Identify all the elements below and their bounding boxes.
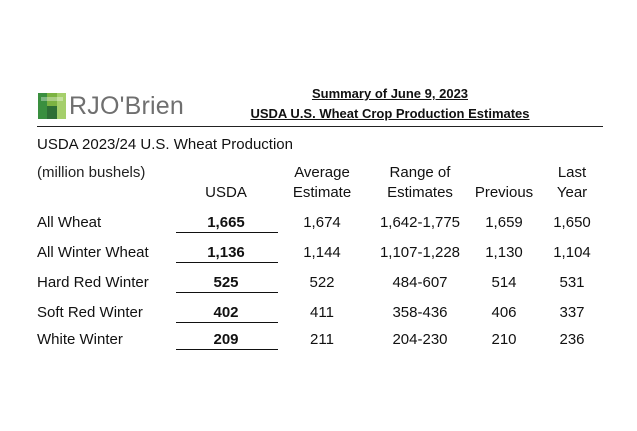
summary-date: Summary of June 9, 2023 (311, 86, 469, 101)
range-value: 358-436 (392, 304, 448, 321)
usda-value: 209 (213, 331, 239, 348)
last-year-value: 337 (559, 304, 585, 321)
usda-underline (176, 322, 278, 323)
range-value: 204-230 (392, 331, 448, 348)
previous-value: 514 (491, 274, 517, 291)
header-last-line1: Last (557, 164, 587, 181)
unit-label: (million bushels) (37, 164, 146, 181)
header-previous: Previous (474, 184, 534, 201)
logo-text: RJO'Brien (69, 92, 184, 120)
last-year-value: 236 (559, 331, 585, 348)
header-average-line1: Average (294, 164, 350, 181)
average-value: 411 (310, 304, 334, 321)
row-label: White Winter (37, 331, 123, 348)
usda-value: 525 (213, 274, 239, 291)
company-logo: RJO'Brien (37, 90, 184, 122)
last-year-value: 531 (559, 274, 585, 291)
header-usda: USDA (205, 184, 247, 201)
header-range-line1: Range of (389, 164, 451, 181)
usda-value: 402 (213, 304, 239, 321)
average-value: 1,674 (303, 214, 341, 231)
row-label: All Wheat (37, 214, 102, 231)
table-title: USDA 2023/24 U.S. Wheat Production (37, 136, 293, 153)
header-range-line2: Estimates (387, 184, 453, 201)
average-value: 211 (310, 331, 334, 348)
usda-underline (176, 292, 278, 293)
last-year-value: 1,104 (553, 244, 591, 261)
row-label: All Winter Wheat (37, 244, 149, 261)
average-value: 1,144 (303, 244, 341, 261)
row-label: Hard Red Winter (37, 274, 149, 291)
average-value: 522 (309, 274, 335, 291)
usda-value: 1,136 (207, 244, 245, 261)
previous-value: 210 (491, 331, 517, 348)
usda-underline (176, 232, 278, 233)
range-value: 1,642-1,775 (379, 214, 461, 231)
last-year-value: 1,650 (553, 214, 591, 231)
range-value: 1,107-1,228 (379, 244, 461, 261)
previous-value: 1,130 (485, 244, 523, 261)
previous-value: 406 (491, 304, 517, 321)
rjo-brien-logo-mark-icon (37, 91, 67, 121)
header-divider (37, 126, 603, 127)
usda-underline (176, 349, 278, 350)
previous-value: 1,659 (485, 214, 523, 231)
row-label: Soft Red Winter (37, 304, 143, 321)
header-average-line2: Estimate (292, 184, 352, 201)
summary-title: USDA U.S. Wheat Crop Production Estimate… (250, 106, 530, 121)
usda-value: 1,665 (207, 214, 245, 231)
range-value: 484-607 (392, 274, 448, 291)
usda-underline (176, 262, 278, 263)
header-last-line2: Year (556, 184, 588, 201)
